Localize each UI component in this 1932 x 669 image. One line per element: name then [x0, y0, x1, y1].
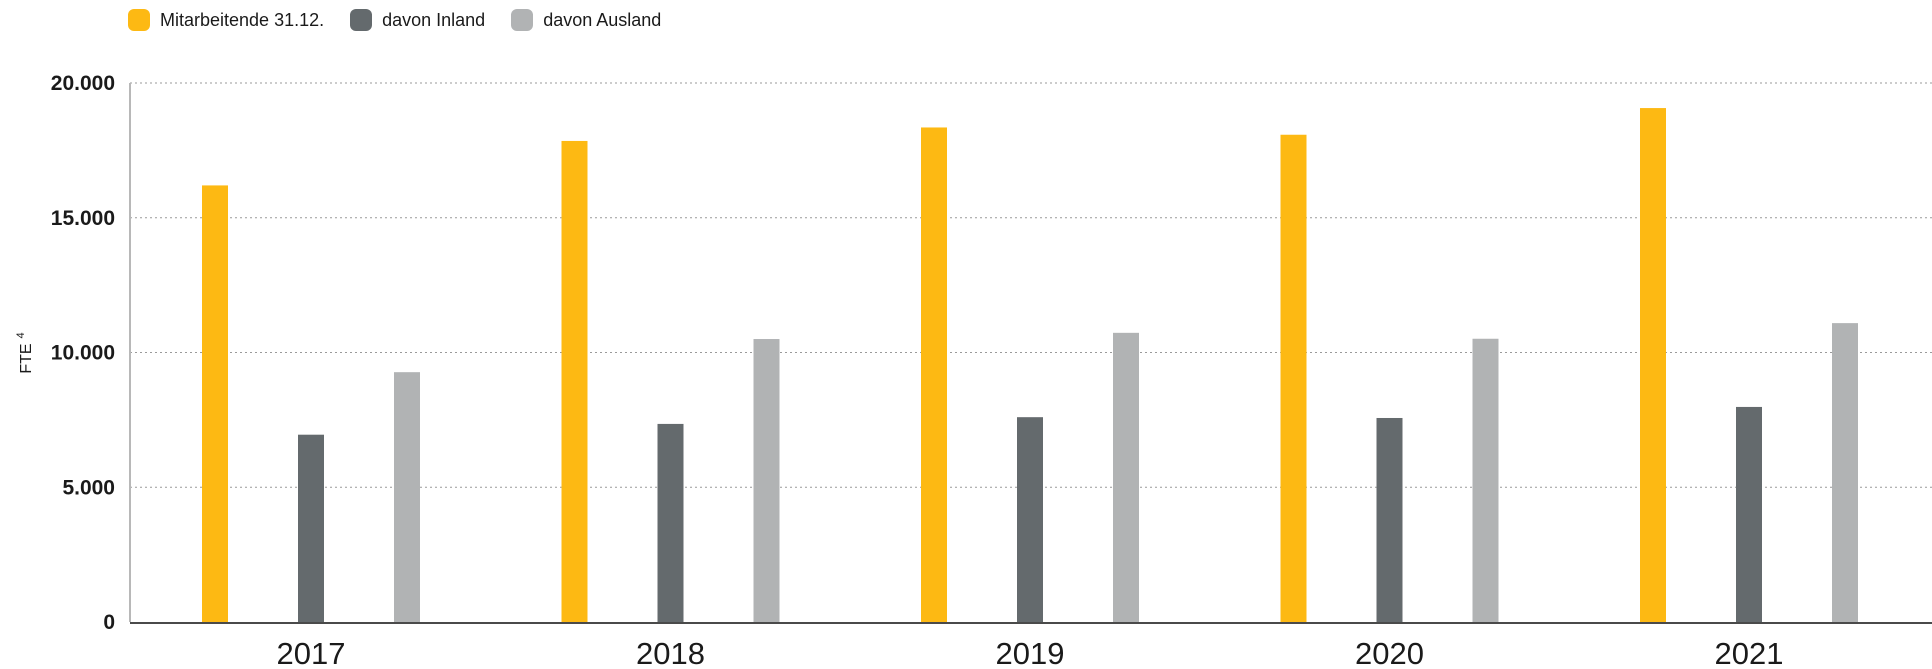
x-tick-label: 2021	[1715, 636, 1784, 669]
bar-2021-series-2	[1832, 323, 1858, 622]
legend-label: davon Ausland	[543, 9, 662, 30]
bar-2018-series-2	[753, 339, 780, 622]
bar-2017-series-1	[298, 434, 324, 622]
x-tick-label: 2018	[636, 636, 705, 669]
legend-swatch	[128, 9, 150, 31]
x-tick-label: 2019	[996, 636, 1065, 669]
legend-item: davon Inland	[350, 9, 485, 31]
y-tick-label: 0	[103, 611, 115, 634]
bar-2020-series-1	[1376, 417, 1403, 622]
bar-2018-series-0	[561, 140, 588, 622]
bar-2019-series-2	[1113, 332, 1139, 622]
bar-2020-series-0	[1280, 134, 1307, 622]
bar-2017-series-2	[394, 372, 420, 622]
legend-label: Mitarbeitende 31.12.	[160, 9, 325, 30]
bar-2021-series-0	[1640, 108, 1666, 623]
bar-2019-series-1	[1017, 417, 1043, 622]
bar-2020-series-2	[1472, 338, 1499, 622]
bar-2019-series-0	[921, 127, 947, 622]
y-axis-label: FTE4	[15, 332, 35, 373]
legend-label: davon Inland	[382, 9, 486, 30]
legend-item: Mitarbeitende 31.12.	[128, 9, 324, 31]
x-tick-label: 2017	[277, 636, 346, 669]
chart-legend: Mitarbeitende 31.12. davon Inland davon Au…	[128, 8, 687, 32]
legend-swatch	[350, 9, 373, 31]
bar-2018-series-1	[657, 423, 684, 622]
x-tick-label: 2020	[1355, 636, 1424, 669]
y-tick-label: 15.000	[51, 207, 115, 230]
y-tick-label: 20.000	[51, 72, 115, 95]
legend-swatch	[511, 9, 534, 31]
y-tick-label: 5.000	[62, 476, 115, 499]
y-tick-label: 10.000	[51, 342, 115, 365]
bar-2021-series-1	[1736, 406, 1762, 622]
bar-2017-series-0	[202, 185, 228, 622]
legend-item: davon Ausland	[511, 9, 661, 31]
